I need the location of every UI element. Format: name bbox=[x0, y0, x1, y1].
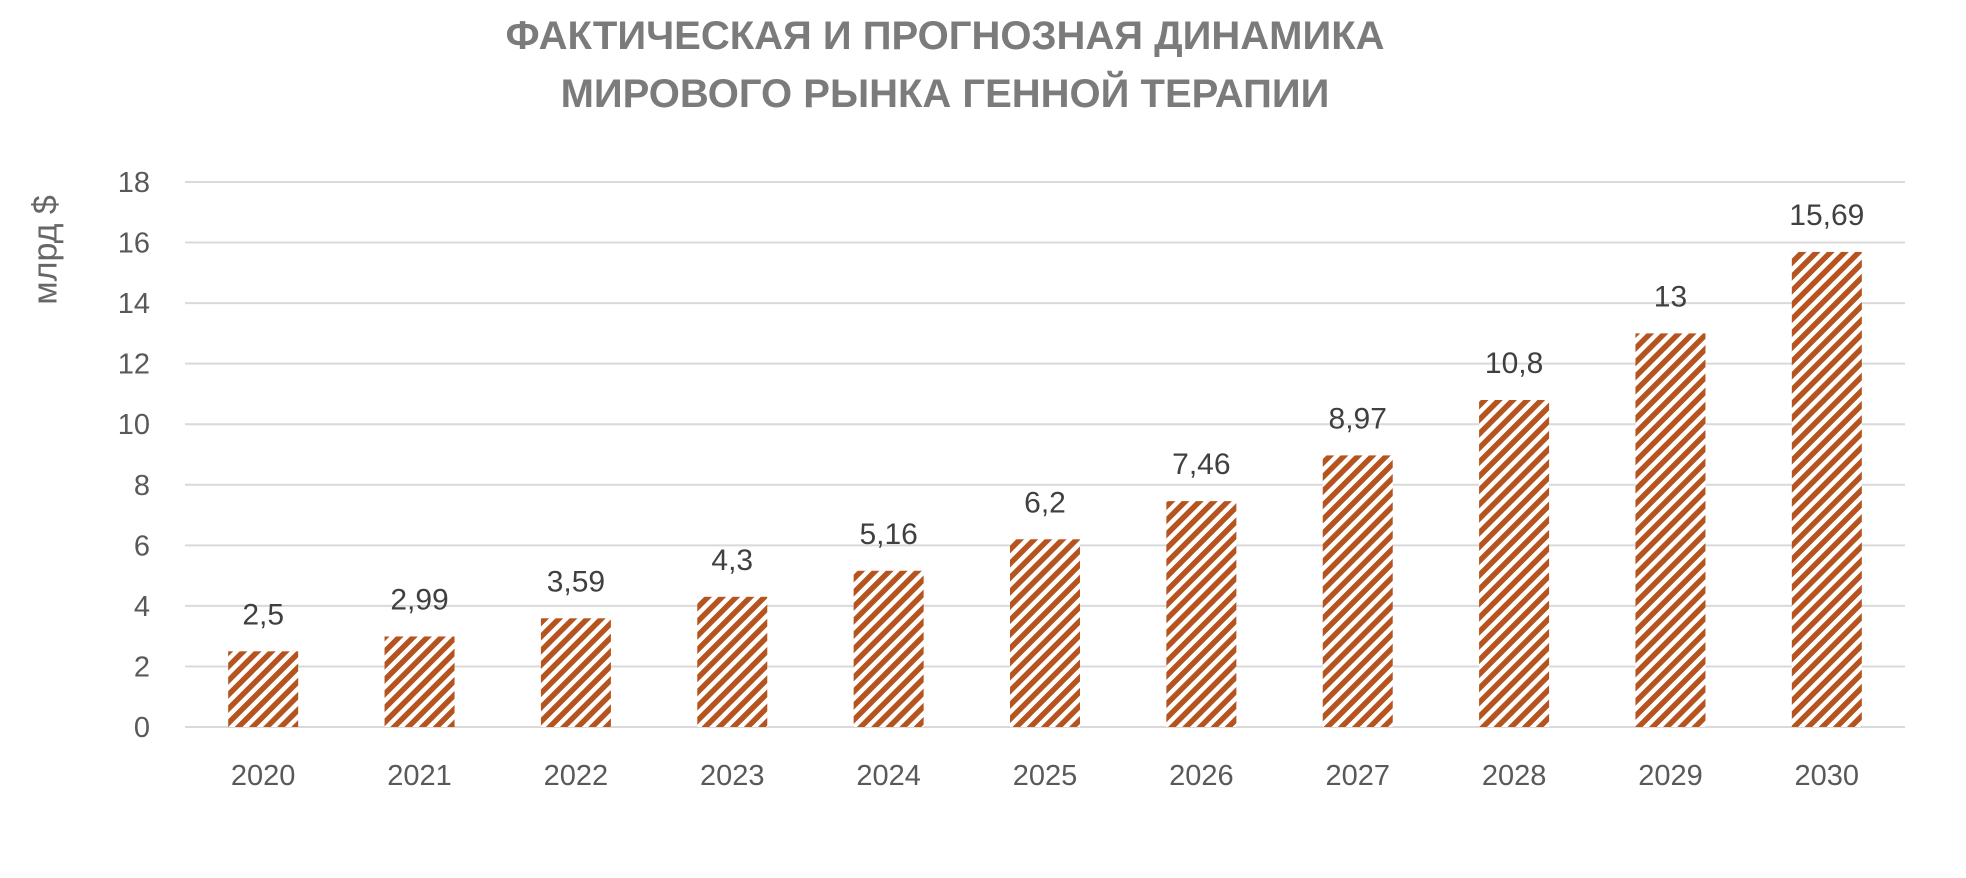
bar-2026 bbox=[1166, 501, 1237, 727]
bar-2020 bbox=[228, 651, 299, 727]
data-label-2024: 5,16 bbox=[859, 518, 917, 551]
bar-2025 bbox=[1010, 539, 1080, 727]
data-label-2027: 8,97 bbox=[1329, 402, 1387, 435]
x-tick-label-2020: 2020 bbox=[231, 760, 296, 792]
bars bbox=[228, 251, 1862, 728]
data-label-2030: 15,69 bbox=[1789, 199, 1864, 232]
bar-2021 bbox=[384, 636, 455, 727]
x-tick-label-2027: 2027 bbox=[1325, 760, 1390, 792]
x-tick-labels: 2020 2021 2022 2023 2024 2025 2026 2027 2028 2029… bbox=[231, 760, 1859, 792]
data-label-2029: 13 bbox=[1654, 280, 1687, 313]
data-label-2026: 7,46 bbox=[1172, 448, 1230, 481]
data-label-2020: 2,5 bbox=[242, 598, 284, 631]
x-tick-label-2024: 2024 bbox=[856, 760, 921, 792]
bar-2030 bbox=[1791, 251, 1862, 728]
x-tick-label-2025: 2025 bbox=[1013, 760, 1078, 792]
x-tick-label-2026: 2026 bbox=[1169, 760, 1234, 792]
data-label-2022: 3,59 bbox=[547, 565, 605, 598]
bar-2029 bbox=[1635, 333, 1706, 727]
y-tick-label: 18 bbox=[118, 167, 150, 199]
y-tick-label: 8 bbox=[134, 470, 150, 502]
data-labels: 2,5 2,99 3,59 4,3 5,16 6,2 7,46 8,97 10,8 13 15,69 bbox=[242, 199, 1864, 631]
x-tick-label-2030: 2030 bbox=[1795, 760, 1860, 792]
y-tick-label: 2 bbox=[134, 651, 150, 683]
bar-2022 bbox=[540, 618, 611, 727]
y-tick-label: 12 bbox=[118, 349, 150, 381]
y-tick-label: 0 bbox=[134, 712, 150, 744]
x-tick-label-2022: 2022 bbox=[544, 760, 609, 792]
x-tick-label-2028: 2028 bbox=[1482, 760, 1547, 792]
chart-title-line-1: ФАКТИЧЕСКАЯ И ПРОГНОЗНАЯ ДИНАМИКА bbox=[505, 14, 1385, 58]
x-tick-label-2023: 2023 bbox=[700, 760, 765, 792]
y-tick-label: 10 bbox=[118, 409, 150, 441]
bar-2027 bbox=[1322, 455, 1393, 727]
data-label-2021: 2,99 bbox=[390, 583, 448, 616]
y-tick-label: 16 bbox=[118, 228, 150, 260]
x-tick-label-2029: 2029 bbox=[1638, 760, 1703, 792]
data-label-2028: 10,8 bbox=[1485, 347, 1543, 380]
y-tick-label: 4 bbox=[134, 591, 150, 623]
y-tick-labels: 0 2 4 6 8 10 12 14 16 18 bbox=[118, 167, 150, 744]
bar-2028 bbox=[1479, 400, 1550, 727]
chart-title-line-2: МИРОВОГО РЫНКА ГЕННОЙ ТЕРАПИИ bbox=[560, 72, 1330, 116]
y-tick-label: 6 bbox=[134, 530, 150, 562]
y-tick-label: 14 bbox=[118, 288, 150, 320]
x-tick-label-2021: 2021 bbox=[387, 760, 452, 792]
data-label-2025: 6,2 bbox=[1024, 486, 1066, 519]
bar-2024 bbox=[853, 570, 924, 727]
bar-2023 bbox=[697, 596, 768, 727]
data-label-2023: 4,3 bbox=[711, 544, 753, 577]
